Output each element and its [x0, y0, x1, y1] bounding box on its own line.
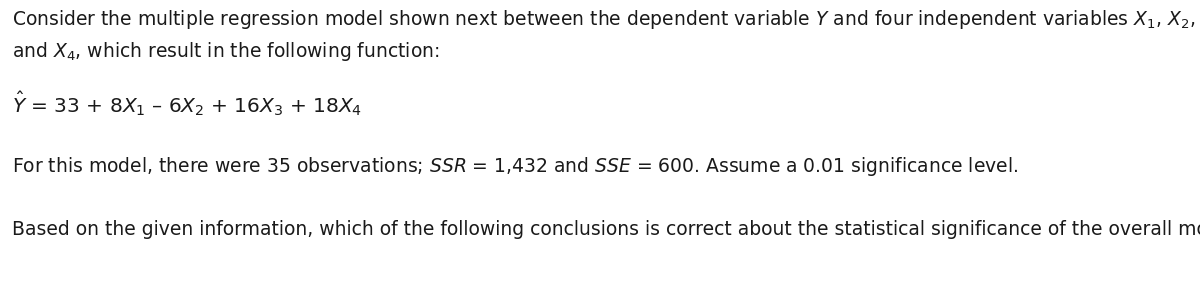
Text: Consider the multiple regression model shown next between the dependent variable: Consider the multiple regression model s…	[12, 8, 1200, 31]
Text: $\hat{Y}$ = 33 + 8$X_1$ – 6$X_2$ + 16$X_3$ + 18$X_4$: $\hat{Y}$ = 33 + 8$X_1$ – 6$X_2$ + 16$X_…	[12, 90, 362, 118]
Text: and $X_4$, which result in the following function:: and $X_4$, which result in the following…	[12, 40, 439, 63]
Text: Based on the given information, which of the following conclusions is correct ab: Based on the given information, which of…	[12, 220, 1200, 239]
Text: For this model, there were 35 observations; $\mathit{SSR}$ = 1,432 and $\mathit{: For this model, there were 35 observatio…	[12, 155, 1019, 178]
